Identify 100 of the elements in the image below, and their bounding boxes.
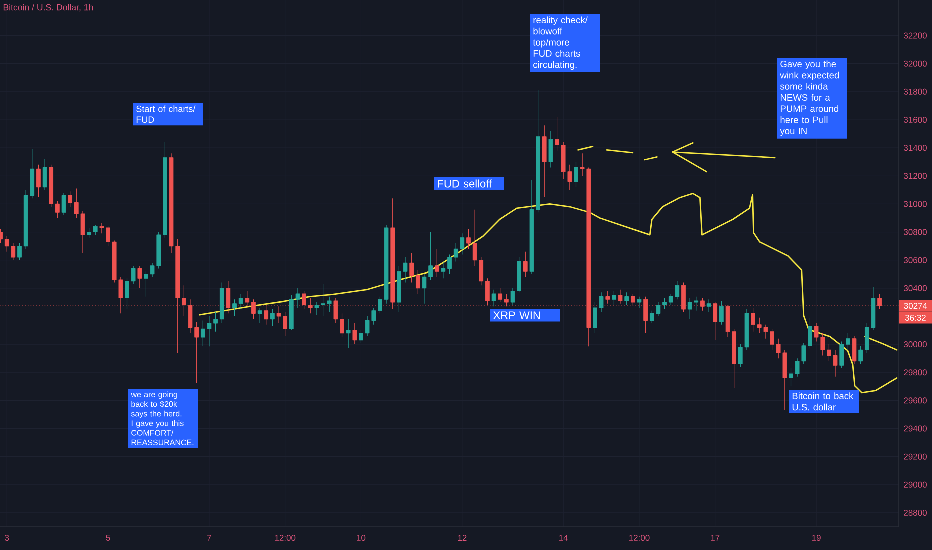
candlestick — [296, 288, 300, 308]
candlestick — [258, 308, 262, 324]
candlestick — [454, 243, 458, 262]
candlestick — [448, 254, 452, 275]
candlestick — [232, 299, 237, 317]
candlestick — [4, 236, 10, 252]
y-tick-label: 30400 — [904, 285, 927, 292]
candlestick — [112, 240, 117, 284]
y-tick-label: 30600 — [904, 257, 927, 264]
chart-title: Bitcoin / U.S. Dollar, 1h — [4, 4, 94, 12]
x-tick-label: 12:00 — [629, 535, 650, 542]
candlestick — [238, 294, 244, 310]
candlestick — [782, 350, 788, 411]
candlestick — [74, 188, 79, 219]
x-tick-label: 5 — [106, 535, 110, 541]
candlestick — [352, 323, 358, 345]
candlestick — [523, 252, 528, 278]
candlestick — [510, 288, 516, 306]
candlestick — [802, 342, 806, 364]
candlestick — [744, 309, 750, 350]
candlestick — [808, 318, 812, 350]
candlestick — [106, 226, 110, 247]
x-tick-label: 3 — [5, 535, 10, 542]
x-tick-label: 17 — [711, 535, 720, 541]
candlestick — [498, 288, 503, 303]
annotation: Bitcoin to back U.S. dollar — [792, 392, 854, 411]
candlestick — [694, 296, 699, 312]
candlestick — [833, 350, 838, 378]
candlestick — [56, 201, 60, 219]
candlestick — [321, 284, 326, 317]
candlestick — [36, 164, 41, 198]
candlestick — [517, 257, 522, 293]
y-tick-label: 30800 — [904, 229, 927, 236]
candlestick — [732, 328, 737, 388]
candlestick — [100, 222, 104, 234]
candlestick — [492, 290, 496, 307]
candlestick — [346, 319, 351, 348]
candlestick — [327, 296, 332, 313]
candlestick — [18, 243, 22, 261]
y-tick-label: 29000 — [904, 482, 927, 488]
candlestick — [776, 338, 781, 359]
annotation: we are going back to $20k says the herd. I gave you this COMFORT/REASSURANCE. — [131, 392, 194, 446]
candlestick — [150, 262, 155, 278]
candlestick — [720, 300, 724, 326]
candlestick — [144, 271, 148, 298]
candlestick — [795, 358, 800, 378]
candlestick — [214, 312, 218, 332]
candlestick — [138, 266, 142, 289]
candlestick — [814, 323, 819, 342]
annotation: Gave you the wink expected some kinda NEWS for a PUMP around here to Pull you IN — [780, 60, 840, 136]
y-tick-label: 32200 — [904, 32, 927, 39]
candlestick — [688, 298, 692, 320]
candlestick — [624, 292, 630, 306]
candlestick — [11, 243, 16, 261]
candlestick — [200, 320, 206, 346]
candlestick — [650, 310, 654, 324]
candlestick — [163, 142, 168, 238]
candlestick — [403, 257, 408, 284]
candlestick — [706, 299, 712, 313]
candlestick — [428, 232, 433, 280]
x-tick-label: 12:00 — [275, 535, 296, 542]
candlestick — [220, 282, 224, 324]
candlestick — [827, 344, 832, 362]
candlestick — [580, 153, 585, 176]
candlestick — [416, 270, 420, 294]
candlestick — [378, 296, 382, 314]
candlestick — [574, 162, 578, 188]
candlestick — [410, 253, 414, 284]
candlestick — [542, 125, 547, 198]
y-tick-label: 29400 — [904, 426, 927, 432]
candlestick — [637, 296, 642, 308]
candlestick — [340, 313, 344, 338]
x-tick-label: 19 — [812, 535, 821, 542]
y-tick-label: 29800 — [904, 370, 927, 376]
candlestick — [384, 224, 389, 304]
y-tick-label: 28800 — [904, 510, 927, 516]
candlestick — [434, 248, 440, 278]
candlestick — [93, 224, 98, 236]
candlestick — [530, 180, 534, 275]
candlestick — [548, 130, 554, 168]
candlestick — [460, 233, 465, 255]
y-tick-label: 31600 — [904, 116, 927, 123]
y-tick-label: 29200 — [904, 454, 927, 460]
candlestick — [422, 274, 427, 304]
annotation: FUD selloff — [438, 180, 492, 188]
candlestick — [840, 341, 844, 369]
candlestick — [770, 328, 774, 350]
candlestick — [668, 294, 674, 306]
y-tick-label: 32000 — [904, 60, 927, 67]
candlestick — [662, 298, 667, 310]
candlestick — [864, 323, 870, 354]
candlestick — [62, 192, 66, 216]
candlestick — [397, 266, 402, 313]
ref-line-label: 30274 — [904, 303, 928, 310]
candlestick — [593, 302, 598, 334]
x-tick-label: 12 — [458, 535, 467, 541]
candlestick — [194, 322, 199, 384]
candlestick — [169, 153, 174, 254]
y-tick-label: 29600 — [904, 398, 927, 404]
candlestick — [270, 309, 275, 327]
